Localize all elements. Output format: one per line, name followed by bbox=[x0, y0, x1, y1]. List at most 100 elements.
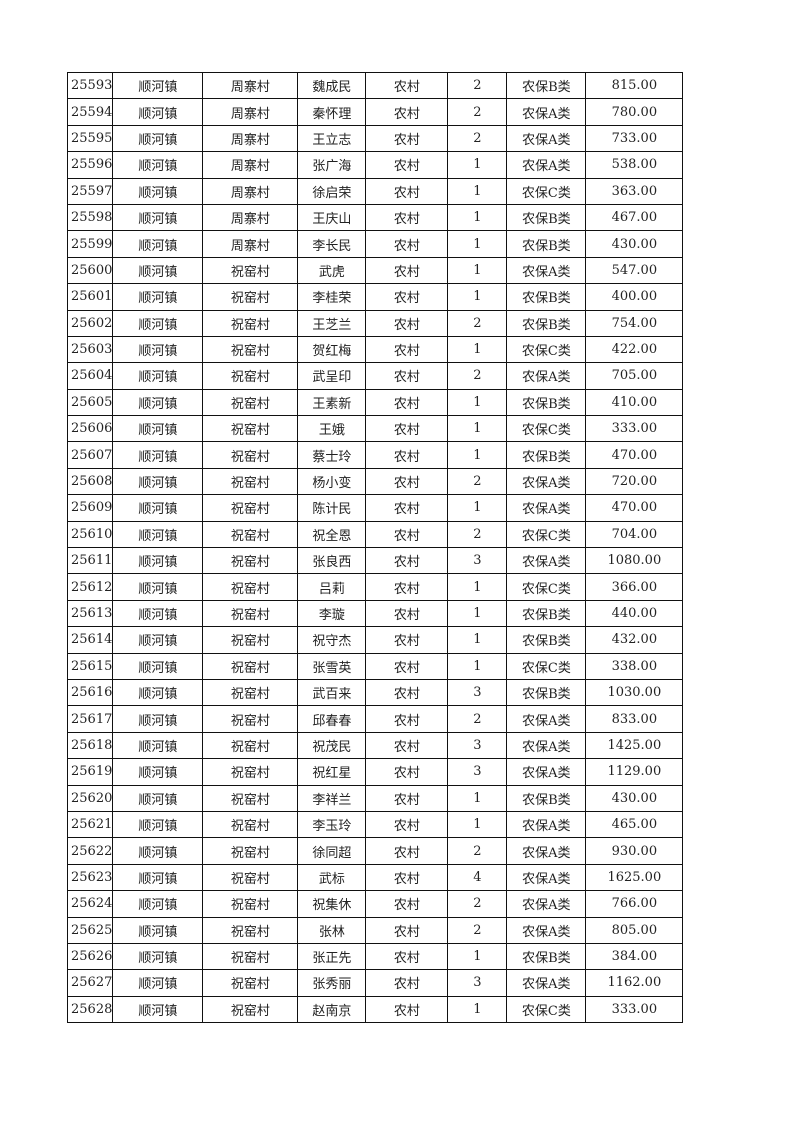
cell-record-id: 25605 bbox=[66, 388, 114, 417]
cell-record-id: 25615 bbox=[66, 652, 114, 680]
cell-record-id: 25628 bbox=[66, 995, 114, 1024]
cell-member-count: 1 bbox=[447, 599, 508, 628]
cell-insurance-category: 农保B类 bbox=[506, 678, 587, 707]
cell-name: 王立志 bbox=[297, 124, 367, 153]
table-row: 25616 顺河镇 祝窑村 武百来 农村 3 农保B类 1030.00 bbox=[66, 678, 684, 707]
cell-amount: 440.00 bbox=[585, 599, 684, 628]
cell-insurance-category: 农保B类 bbox=[506, 626, 587, 654]
cell-amount: 780.00 bbox=[585, 98, 684, 126]
cell-record-id: 25612 bbox=[66, 573, 114, 601]
cell-record-id: 25611 bbox=[66, 547, 114, 575]
table-row: 25595 顺河镇 周寨村 王立志 农村 2 农保A类 733.00 bbox=[66, 124, 684, 153]
cell-member-count: 4 bbox=[447, 863, 508, 892]
cell-insurance-category: 农保A类 bbox=[506, 362, 587, 390]
cell-village: 祝窑村 bbox=[202, 283, 299, 311]
cell-village: 祝窑村 bbox=[202, 362, 299, 390]
cell-name: 祝全恩 bbox=[297, 520, 367, 549]
cell-name: 张林 bbox=[297, 916, 367, 944]
cell-household-type: 农村 bbox=[365, 467, 449, 496]
cell-name: 祝集休 bbox=[297, 890, 367, 918]
cell-record-id: 25617 bbox=[66, 705, 114, 733]
cell-village: 周寨村 bbox=[202, 151, 299, 179]
cell-amount: 400.00 bbox=[585, 283, 684, 311]
cell-village: 祝窑村 bbox=[202, 494, 299, 522]
cell-amount: 338.00 bbox=[585, 652, 684, 680]
cell-household-type: 农村 bbox=[365, 124, 449, 153]
cell-village: 祝窑村 bbox=[202, 415, 299, 443]
cell-town: 顺河镇 bbox=[112, 599, 204, 628]
cell-member-count: 1 bbox=[447, 415, 508, 443]
cell-amount: 1425.00 bbox=[585, 731, 684, 760]
cell-town: 顺河镇 bbox=[112, 203, 204, 232]
cell-village: 祝窑村 bbox=[202, 652, 299, 680]
cell-insurance-category: 农保A类 bbox=[506, 256, 587, 285]
cell-member-count: 1 bbox=[447, 151, 508, 179]
cell-record-id: 25616 bbox=[66, 678, 114, 707]
cell-village: 周寨村 bbox=[202, 124, 299, 153]
cell-amount: 1030.00 bbox=[585, 678, 684, 707]
cell-town: 顺河镇 bbox=[112, 309, 204, 337]
cell-insurance-category: 农保A类 bbox=[506, 916, 587, 944]
cell-insurance-category: 农保A类 bbox=[506, 810, 587, 839]
cell-name: 李璇 bbox=[297, 599, 367, 628]
cell-village: 祝窑村 bbox=[202, 520, 299, 549]
cell-member-count: 1 bbox=[447, 995, 508, 1024]
cell-household-type: 农村 bbox=[365, 98, 449, 126]
cell-record-id: 25610 bbox=[66, 520, 114, 549]
cell-insurance-category: 农保A类 bbox=[506, 98, 587, 126]
cell-record-id: 25604 bbox=[66, 362, 114, 390]
table-row: 25624 顺河镇 祝窑村 祝集休 农村 2 农保A类 766.00 bbox=[66, 890, 684, 918]
cell-member-count: 2 bbox=[447, 705, 508, 733]
cell-household-type: 农村 bbox=[365, 309, 449, 337]
cell-member-count: 2 bbox=[447, 520, 508, 549]
cell-amount: 430.00 bbox=[585, 784, 684, 812]
cell-village: 周寨村 bbox=[202, 98, 299, 126]
table-row: 25601 顺河镇 祝窑村 李桂荣 农村 1 农保B类 400.00 bbox=[66, 283, 684, 311]
table-row: 25609 顺河镇 祝窑村 陈计民 农村 1 农保A类 470.00 bbox=[66, 494, 684, 522]
cell-name: 祝守杰 bbox=[297, 626, 367, 654]
cell-member-count: 1 bbox=[447, 203, 508, 232]
cell-name: 祝茂民 bbox=[297, 731, 367, 760]
cell-village: 周寨村 bbox=[202, 203, 299, 232]
cell-amount: 467.00 bbox=[585, 203, 684, 232]
cell-amount: 432.00 bbox=[585, 626, 684, 654]
cell-household-type: 农村 bbox=[365, 652, 449, 680]
table-row: 25610 顺河镇 祝窑村 祝全恩 农村 2 农保C类 704.00 bbox=[66, 520, 684, 549]
cell-household-type: 农村 bbox=[365, 837, 449, 865]
cell-insurance-category: 农保A类 bbox=[506, 731, 587, 760]
cell-member-count: 2 bbox=[447, 309, 508, 337]
cell-town: 顺河镇 bbox=[112, 177, 204, 205]
cell-amount: 704.00 bbox=[585, 520, 684, 549]
cell-member-count: 2 bbox=[447, 837, 508, 865]
cell-household-type: 农村 bbox=[365, 151, 449, 179]
cell-record-id: 25607 bbox=[66, 441, 114, 469]
cell-household-type: 农村 bbox=[365, 415, 449, 443]
cell-member-count: 2 bbox=[447, 890, 508, 918]
cell-name: 贺红梅 bbox=[297, 335, 367, 364]
table-row: 25600 顺河镇 祝窑村 武虎 农村 1 农保A类 547.00 bbox=[66, 256, 684, 285]
cell-member-count: 1 bbox=[447, 230, 508, 258]
cell-village: 周寨村 bbox=[202, 177, 299, 205]
cell-record-id: 25601 bbox=[66, 283, 114, 311]
cell-member-count: 1 bbox=[447, 494, 508, 522]
cell-village: 祝窑村 bbox=[202, 969, 299, 997]
cell-member-count: 1 bbox=[447, 441, 508, 469]
cell-town: 顺河镇 bbox=[112, 758, 204, 786]
cell-name: 蔡士玲 bbox=[297, 441, 367, 469]
cell-household-type: 农村 bbox=[365, 547, 449, 575]
cell-record-id: 25625 bbox=[66, 916, 114, 944]
cell-town: 顺河镇 bbox=[112, 151, 204, 179]
table-row: 25620 顺河镇 祝窑村 李祥兰 农村 1 农保B类 430.00 bbox=[66, 784, 684, 812]
cell-village: 周寨村 bbox=[202, 71, 299, 100]
cell-insurance-category: 农保C类 bbox=[506, 335, 587, 364]
cell-amount: 1080.00 bbox=[585, 547, 684, 575]
cell-amount: 733.00 bbox=[585, 124, 684, 153]
cell-village: 祝窑村 bbox=[202, 547, 299, 575]
cell-insurance-category: 农保A类 bbox=[506, 494, 587, 522]
cell-town: 顺河镇 bbox=[112, 626, 204, 654]
cell-town: 顺河镇 bbox=[112, 731, 204, 760]
cell-name: 王庆山 bbox=[297, 203, 367, 232]
table-row: 25605 顺河镇 祝窑村 王素新 农村 1 农保B类 410.00 bbox=[66, 388, 684, 417]
cell-household-type: 农村 bbox=[365, 810, 449, 839]
cell-member-count: 2 bbox=[447, 71, 508, 100]
